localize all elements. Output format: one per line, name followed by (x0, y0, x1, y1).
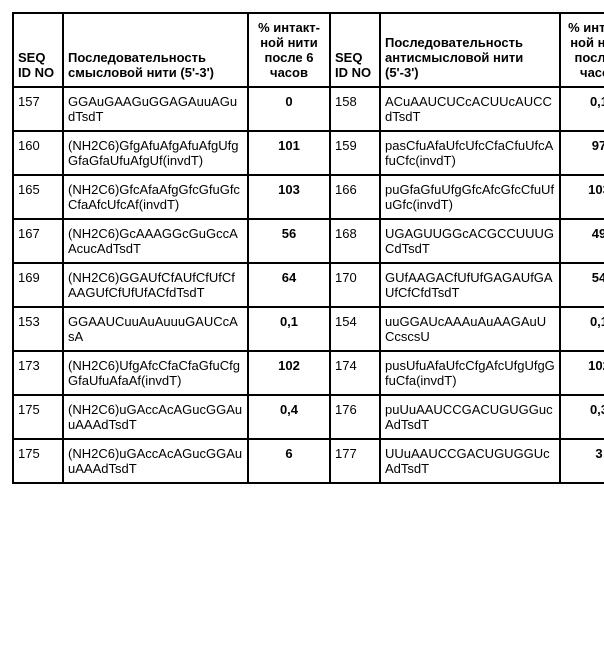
table-row: 165 (NH2C6)GfcAfaAfgGfcGfuGfcCfaAfcUfcAf… (13, 175, 604, 219)
cell-seq2: 159 (330, 131, 380, 175)
cell-anti: pasCfuAfaUfcUfcCfaCfuUfcAfuCfc(invdT) (380, 131, 560, 175)
table-body: 157 GGAuGAAGuGGAGAuuAGudTsdT 0 158 ACuAA… (13, 87, 604, 483)
cell-sense: (NH2C6)uGAccAcAGucGGAuuAAAdTsdT (63, 395, 248, 439)
cell-sense: (NH2C6)GfgAfuAfgAfuAfgUfgGfaGfaUfuAfgUf(… (63, 131, 248, 175)
cell-anti: UGAGUUGGcACGCCUUUGCdTsdT (380, 219, 560, 263)
cell-seq2: 174 (330, 351, 380, 395)
cell-seq1: 175 (13, 395, 63, 439)
cell-seq1: 167 (13, 219, 63, 263)
cell-anti: pusUfuAfaUfcCfgAfcUfgUfgGfuCfa(invdT) (380, 351, 560, 395)
cell-pct2: 3 (560, 439, 604, 483)
cell-sense: (NH2C6)UfgAfcCfaCfaGfuCfgGfaUfuAfaAf(inv… (63, 351, 248, 395)
cell-seq1: 157 (13, 87, 63, 131)
table-row: 175 (NH2C6)uGAccAcAGucGGAuuAAAdTsdT 6 17… (13, 439, 604, 483)
table-row: 167 (NH2C6)GcAAAGGcGuGccAAcucAdTsdT 56 1… (13, 219, 604, 263)
cell-sense: (NH2C6)GGAUfCfAUfCfUfCfAAGUfCfUfUfACfdTs… (63, 263, 248, 307)
cell-seq1: 165 (13, 175, 63, 219)
cell-seq2: 170 (330, 263, 380, 307)
col-seq-id-1: SEQ ID NO (13, 13, 63, 87)
cell-seq1: 173 (13, 351, 63, 395)
cell-seq1: 160 (13, 131, 63, 175)
cell-pct1: 0,1 (248, 307, 330, 351)
cell-pct1: 101 (248, 131, 330, 175)
sequence-table: SEQ ID NO Последовательность смысловой н… (12, 12, 604, 484)
cell-sense: (NH2C6)GcAAAGGcGuGccAAcucAdTsdT (63, 219, 248, 263)
cell-anti: ACuAAUCUCcACUUcAUCCdTsdT (380, 87, 560, 131)
cell-seq2: 158 (330, 87, 380, 131)
cell-pct1: 6 (248, 439, 330, 483)
cell-pct2: 97 (560, 131, 604, 175)
cell-pct2: 0,1 (560, 87, 604, 131)
cell-pct1: 64 (248, 263, 330, 307)
table-row: 175 (NH2C6)uGAccAcAGucGGAuuAAAdTsdT 0,4 … (13, 395, 604, 439)
col-antisense-seq: Последовательность антисмысловой нити (5… (380, 13, 560, 87)
cell-seq1: 169 (13, 263, 63, 307)
cell-seq1: 175 (13, 439, 63, 483)
table-row: 160 (NH2C6)GfgAfuAfgAfuAfgUfgGfaGfaUfuAf… (13, 131, 604, 175)
cell-pct2: 54 (560, 263, 604, 307)
cell-pct1: 102 (248, 351, 330, 395)
cell-seq2: 168 (330, 219, 380, 263)
col-pct-1: % интакт-ной нити после 6 часов (248, 13, 330, 87)
table-row: 157 GGAuGAAGuGGAGAuuAGudTsdT 0 158 ACuAA… (13, 87, 604, 131)
cell-pct2: 103 (560, 175, 604, 219)
cell-seq2: 166 (330, 175, 380, 219)
cell-anti: puUuAAUCCGACUGUGGucAdTsdT (380, 395, 560, 439)
cell-seq2: 176 (330, 395, 380, 439)
cell-anti: uuGGAUcAAAuAuAAGAuUCcscsU (380, 307, 560, 351)
col-seq-id-2: SEQ ID NO (330, 13, 380, 87)
cell-pct2: 0,3 (560, 395, 604, 439)
col-pct-2: % интакт-ной нити после 6 часов (560, 13, 604, 87)
cell-sense: (NH2C6)GfcAfaAfgGfcGfuGfcCfaAfcUfcAf(inv… (63, 175, 248, 219)
cell-anti: puGfaGfuUfgGfcAfcGfcCfuUfuGfc(invdT) (380, 175, 560, 219)
cell-pct2: 102 (560, 351, 604, 395)
cell-pct1: 0,4 (248, 395, 330, 439)
cell-sense: (NH2C6)uGAccAcAGucGGAuuAAAdTsdT (63, 439, 248, 483)
cell-seq2: 177 (330, 439, 380, 483)
table-row: 173 (NH2C6)UfgAfcCfaCfaGfuCfgGfaUfuAfaAf… (13, 351, 604, 395)
cell-seq2: 154 (330, 307, 380, 351)
table-row: 169 (NH2C6)GGAUfCfAUfCfUfCfAAGUfCfUfUfAC… (13, 263, 604, 307)
cell-pct1: 103 (248, 175, 330, 219)
header-row: SEQ ID NO Последовательность смысловой н… (13, 13, 604, 87)
col-sense-seq: Последовательность смысловой нити (5'-3'… (63, 13, 248, 87)
cell-pct2: 0,1 (560, 307, 604, 351)
cell-sense: GGAAUCuuAuAuuuGAUCcAsA (63, 307, 248, 351)
cell-pct1: 0 (248, 87, 330, 131)
cell-anti: UUuAAUCCGACUGUGGUcAdTsdT (380, 439, 560, 483)
cell-pct1: 56 (248, 219, 330, 263)
cell-sense: GGAuGAAGuGGAGAuuAGudTsdT (63, 87, 248, 131)
cell-seq1: 153 (13, 307, 63, 351)
cell-anti: GUfAAGACfUfUfGAGAUfGAUfCfCfdTsdT (380, 263, 560, 307)
table-row: 153 GGAAUCuuAuAuuuGAUCcAsA 0,1 154 uuGGA… (13, 307, 604, 351)
cell-pct2: 49 (560, 219, 604, 263)
